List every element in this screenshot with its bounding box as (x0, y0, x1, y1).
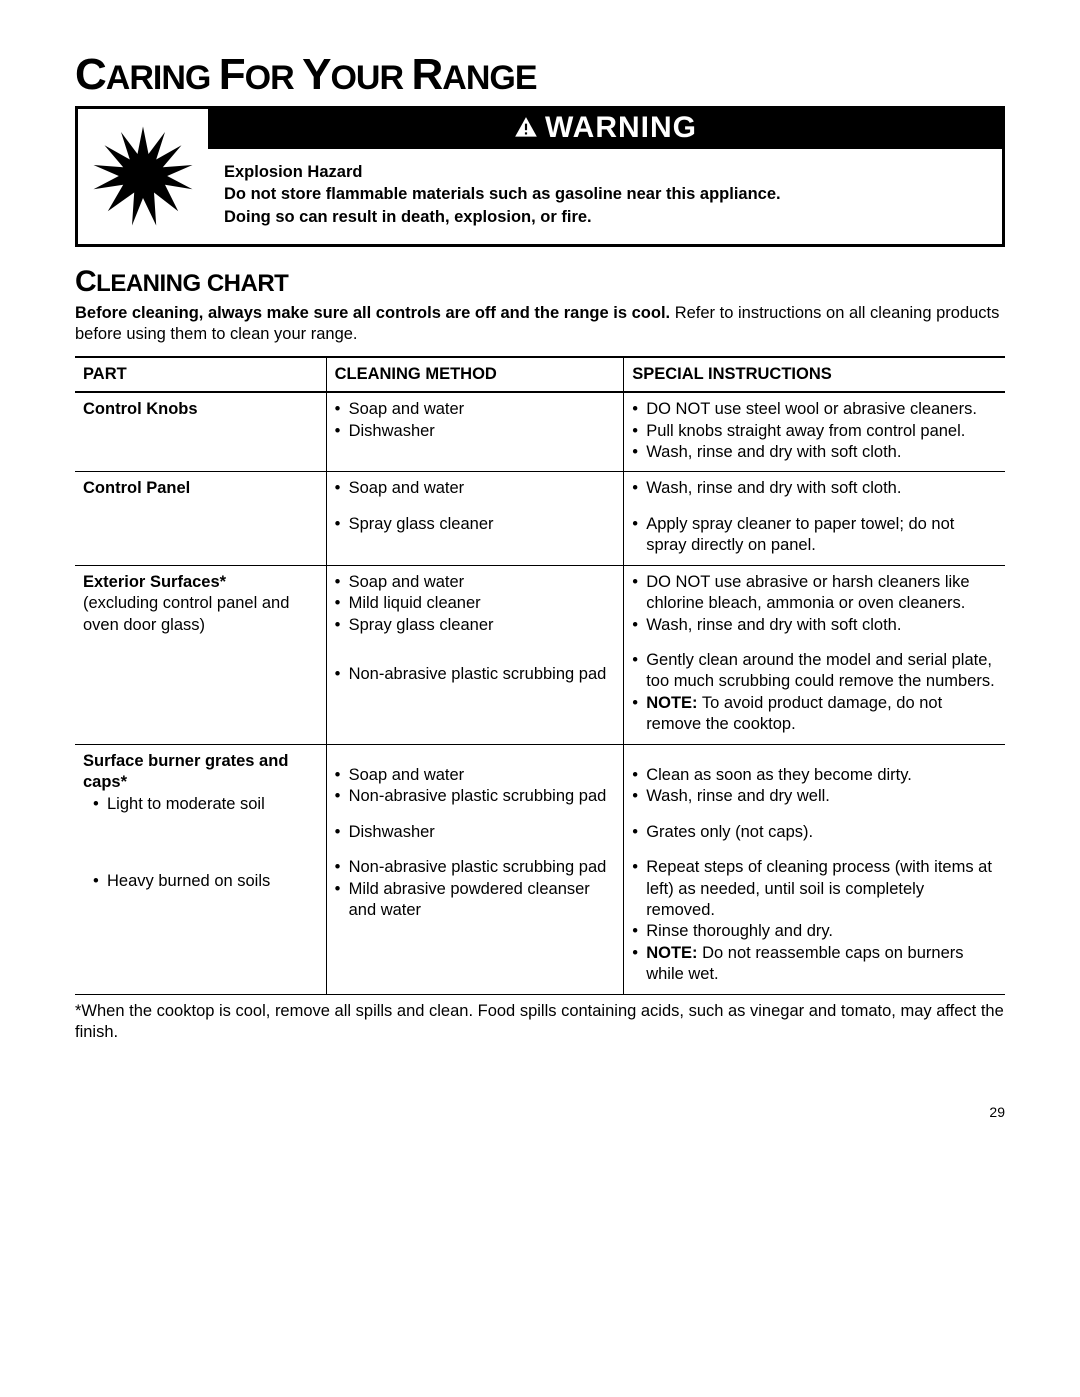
warning-box: WARNING Explosion Hazard Do not store fl… (75, 106, 1005, 247)
warning-line-2: Doing so can result in death, explosion,… (224, 206, 986, 228)
table-row: Control Panel Soap and water Spray glass… (75, 472, 1005, 565)
list-item: Rinse thoroughly and dry. (632, 921, 997, 942)
part-name: Control Panel (83, 479, 190, 497)
list-item: Pull knobs straight away from control pa… (632, 421, 997, 442)
part-name: Control Knobs (83, 400, 198, 418)
list-item: Apply spray cleaner to paper towel; do n… (632, 514, 997, 557)
list-item: Spray glass cleaner (335, 514, 616, 535)
list-item: Soap and water (335, 572, 616, 593)
list-item: Mild liquid cleaner (335, 593, 616, 614)
cleaning-table: PART CLEANING METHOD SPECIAL INSTRUCTION… (75, 356, 1005, 995)
part-subnote: (excluding control panel and oven door g… (83, 594, 289, 633)
list-item: Dishwasher (335, 822, 616, 843)
list-item: Wash, rinse and dry with soft cloth. (632, 478, 997, 499)
list-item: NOTE: To avoid product damage, do not re… (632, 693, 997, 736)
col-header-part: PART (75, 357, 326, 392)
list-item: Repeat steps of cleaning process (with i… (632, 857, 997, 921)
table-row: Control Knobs Soap and water Dishwasher … (75, 392, 1005, 472)
list-item: Wash, rinse and dry with soft cloth. (632, 442, 997, 463)
list-item: Grates only (not caps). (632, 822, 997, 843)
list-item: NOTE: Do not reassemble caps on burners … (632, 943, 997, 986)
warning-body: Explosion Hazard Do not store flammable … (208, 149, 1002, 244)
list-item: Wash, rinse and dry with soft cloth. (632, 615, 997, 636)
col-header-method: CLEANING METHOD (326, 357, 624, 392)
part-name: Exterior Surfaces* (83, 573, 226, 591)
list-item: Spray glass cleaner (335, 615, 616, 636)
warning-header: WARNING (208, 109, 1002, 149)
col-header-instr: SPECIAL INSTRUCTIONS (624, 357, 1005, 392)
list-item: Non-abrasive plastic scrubbing pad (335, 786, 616, 807)
list-item: Dishwasher (335, 421, 616, 442)
page-title: CARING FOR YOUR RANGE (75, 50, 1005, 100)
warning-triangle-icon (513, 115, 539, 141)
list-item: Clean as soon as they become dirty. (632, 765, 997, 786)
list-item: Mild abrasive powdered cleanser and wate… (335, 879, 616, 922)
list-item: Soap and water (335, 399, 616, 420)
table-row: Surface burner grates and caps* Light to… (75, 744, 1005, 994)
warning-label: WARNING (545, 111, 697, 145)
table-row: Exterior Surfaces* (excluding control pa… (75, 565, 1005, 744)
footnote: *When the cooktop is cool, remove all sp… (75, 1001, 1005, 1044)
table-header-row: PART CLEANING METHOD SPECIAL INSTRUCTION… (75, 357, 1005, 392)
list-item: Light to moderate soil (93, 794, 318, 815)
list-item: Non-abrasive plastic scrubbing pad (335, 664, 616, 685)
list-item: Heavy burned on soils (93, 871, 318, 892)
page-number: 29 (75, 1104, 1005, 1120)
list-item: Wash, rinse and dry well. (632, 786, 997, 807)
hazard-title: Explosion Hazard (224, 161, 986, 183)
list-item: DO NOT use abrasive or harsh cleaners li… (632, 572, 997, 615)
list-item: Soap and water (335, 765, 616, 786)
section-title: CLEANING CHART (75, 265, 1005, 299)
list-item: Gently clean around the model and serial… (632, 650, 997, 693)
list-item: DO NOT use steel wool or abrasive cleane… (632, 399, 997, 420)
warning-line-1: Do not store flammable materials such as… (224, 183, 986, 205)
list-item: Soap and water (335, 478, 616, 499)
explosion-icon (78, 109, 208, 244)
intro-bold: Before cleaning, always make sure all co… (75, 304, 670, 322)
part-name: Surface burner grates and caps* (83, 752, 288, 791)
intro-text: Before cleaning, always make sure all co… (75, 303, 1005, 346)
list-item: Non-abrasive plastic scrubbing pad (335, 857, 616, 878)
